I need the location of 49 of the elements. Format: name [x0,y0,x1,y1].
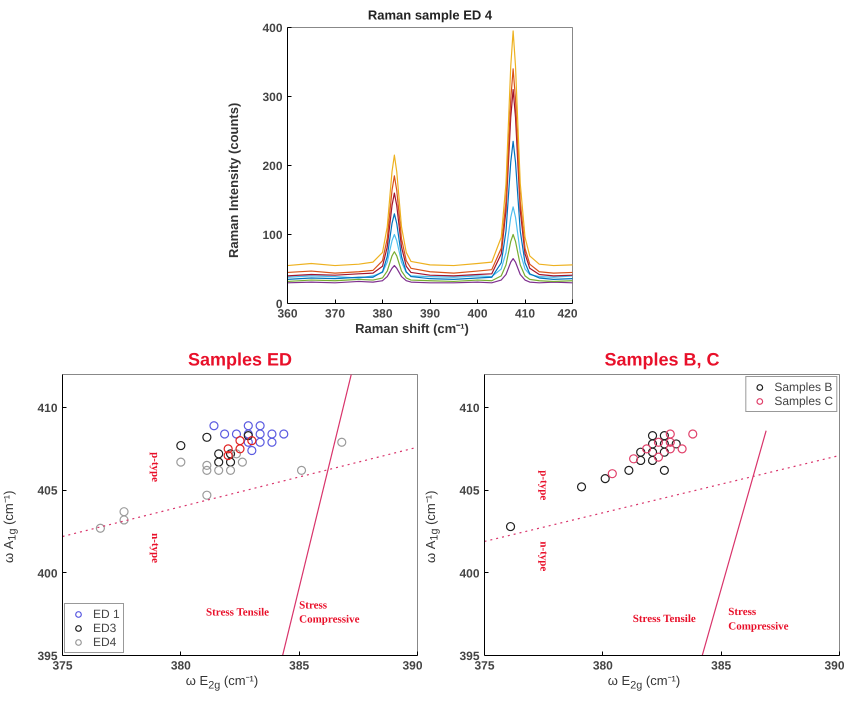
x-tick-label: 360 [277,306,298,320]
line-series [288,206,572,279]
y-tick-label: 410 [37,401,58,416]
x-tick-label: 375 [474,658,495,672]
y-tick-label: 405 [459,484,480,498]
y-tick-label: 400 [459,566,480,580]
x-tick-label: 380 [170,658,192,672]
x-tick-label: 375 [52,658,73,672]
legend-label: ED 1 [93,607,120,621]
y-axis-title: Raman Intensity (counts) [225,101,242,260]
legend-label: ED4 [93,635,116,649]
y-tick-label: 100 [262,228,283,242]
annotation: n-type [538,541,550,572]
x-tick-label: 385 [289,658,310,672]
annotation: p-type [148,452,161,482]
chart-title: Raman sample ED 4 [368,8,493,22]
line-series [288,30,572,266]
x-tick-label: 390 [402,658,423,672]
annotation: Stress Compressive [299,599,360,626]
annotation: Stress Tensile [206,606,270,619]
y-tick-label: 200 [262,159,283,173]
x-axis-title: ω E$_{2g}$ (cm⁻¹) [184,672,260,694]
annotation: n-type [148,533,161,564]
x-tick-label: 410 [514,306,536,320]
legend-label: Samples B [774,380,832,394]
chart-title: Samples B, C [604,350,720,370]
legend-label: ED3 [93,621,116,635]
line-series [288,234,572,282]
x-tick-label: 390 [420,306,440,320]
x-tick-label: 370 [324,306,346,320]
chart-title: Samples ED [188,350,292,370]
line-series [288,140,572,280]
x-tick-label: 385 [711,658,732,672]
y-tick-label: 400 [262,21,283,35]
x-axis-title: Raman shift (cm⁻¹) [354,320,470,338]
line-series [288,258,572,284]
y-tick-label: 400 [37,566,58,580]
annotation: Stress Compressive [728,606,789,632]
x-axis-title: ω E$_{2g}$ (cm⁻¹) [606,672,682,694]
y-tick-label: 410 [459,401,480,416]
y-tick-label: 300 [262,90,283,104]
annotation: p-type [538,470,550,500]
annotation: Stress Tensile [632,613,696,626]
x-tick-label: 380 [592,658,614,672]
x-tick-label: 390 [824,658,845,672]
x-tick-label: 380 [372,306,393,320]
legend-label: Samples C [774,394,833,408]
x-tick-label: 420 [557,306,578,320]
y-tick-label: 405 [37,484,58,498]
